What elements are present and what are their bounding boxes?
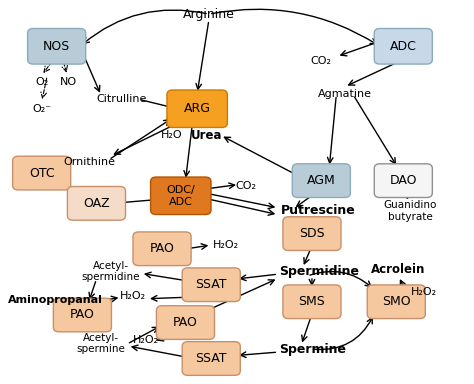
FancyBboxPatch shape	[151, 177, 211, 215]
Text: H₂O₂: H₂O₂	[120, 291, 146, 301]
Text: ARG: ARG	[184, 102, 210, 115]
Text: SDS: SDS	[299, 227, 325, 240]
Text: Aminopropanal: Aminopropanal	[9, 295, 103, 305]
Text: H₂O: H₂O	[161, 130, 182, 140]
FancyBboxPatch shape	[292, 164, 350, 197]
Text: Acrolein: Acrolein	[372, 263, 426, 276]
Text: Guanidino
butyrate: Guanidino butyrate	[383, 200, 437, 222]
Text: Acetyl-
spermine: Acetyl- spermine	[77, 333, 126, 354]
Text: O₂: O₂	[35, 77, 48, 87]
Text: DAO: DAO	[390, 174, 417, 187]
Text: H₂O₂: H₂O₂	[410, 287, 437, 297]
Text: Arginine: Arginine	[183, 8, 235, 21]
Text: O₂⁻: O₂⁻	[32, 104, 51, 114]
Text: SMO: SMO	[382, 295, 410, 308]
Text: Acetyl-
spermidine: Acetyl- spermidine	[81, 261, 140, 282]
FancyBboxPatch shape	[283, 217, 341, 250]
Text: SSAT: SSAT	[195, 352, 227, 365]
Text: Agmatine: Agmatine	[318, 89, 372, 99]
FancyBboxPatch shape	[54, 298, 111, 332]
FancyBboxPatch shape	[367, 285, 425, 319]
Text: PAO: PAO	[173, 316, 198, 329]
FancyBboxPatch shape	[27, 28, 86, 64]
Text: OAZ: OAZ	[83, 197, 110, 210]
Text: CO₂: CO₂	[236, 181, 257, 191]
Text: Urea: Urea	[191, 129, 222, 142]
Text: Citrulline: Citrulline	[96, 94, 146, 104]
FancyBboxPatch shape	[167, 90, 228, 127]
Text: Spermidine: Spermidine	[279, 265, 359, 278]
Text: H₂O₂: H₂O₂	[213, 240, 239, 250]
FancyBboxPatch shape	[283, 285, 341, 319]
FancyBboxPatch shape	[182, 342, 240, 375]
FancyBboxPatch shape	[67, 187, 126, 220]
FancyBboxPatch shape	[182, 268, 240, 301]
Text: SSAT: SSAT	[195, 278, 227, 291]
Text: NO: NO	[60, 77, 77, 87]
FancyBboxPatch shape	[13, 156, 71, 190]
FancyBboxPatch shape	[133, 232, 191, 266]
FancyBboxPatch shape	[374, 164, 432, 197]
Text: Ornithine: Ornithine	[64, 157, 116, 167]
Text: H₂O₂: H₂O₂	[133, 335, 159, 345]
Text: CO₂: CO₂	[311, 56, 332, 66]
Text: ADC: ADC	[390, 40, 417, 53]
FancyBboxPatch shape	[374, 28, 432, 64]
Text: NOS: NOS	[43, 40, 70, 53]
Text: OTC: OTC	[29, 167, 55, 180]
FancyBboxPatch shape	[156, 306, 215, 339]
Text: SMS: SMS	[299, 295, 325, 308]
Text: ODC/
ADC: ODC/ ADC	[166, 185, 195, 207]
Text: PAO: PAO	[150, 242, 174, 255]
Text: AGM: AGM	[307, 174, 336, 187]
Text: PAO: PAO	[70, 308, 95, 321]
Text: Putrescine: Putrescine	[281, 204, 356, 217]
Text: Spermine: Spermine	[279, 343, 346, 356]
